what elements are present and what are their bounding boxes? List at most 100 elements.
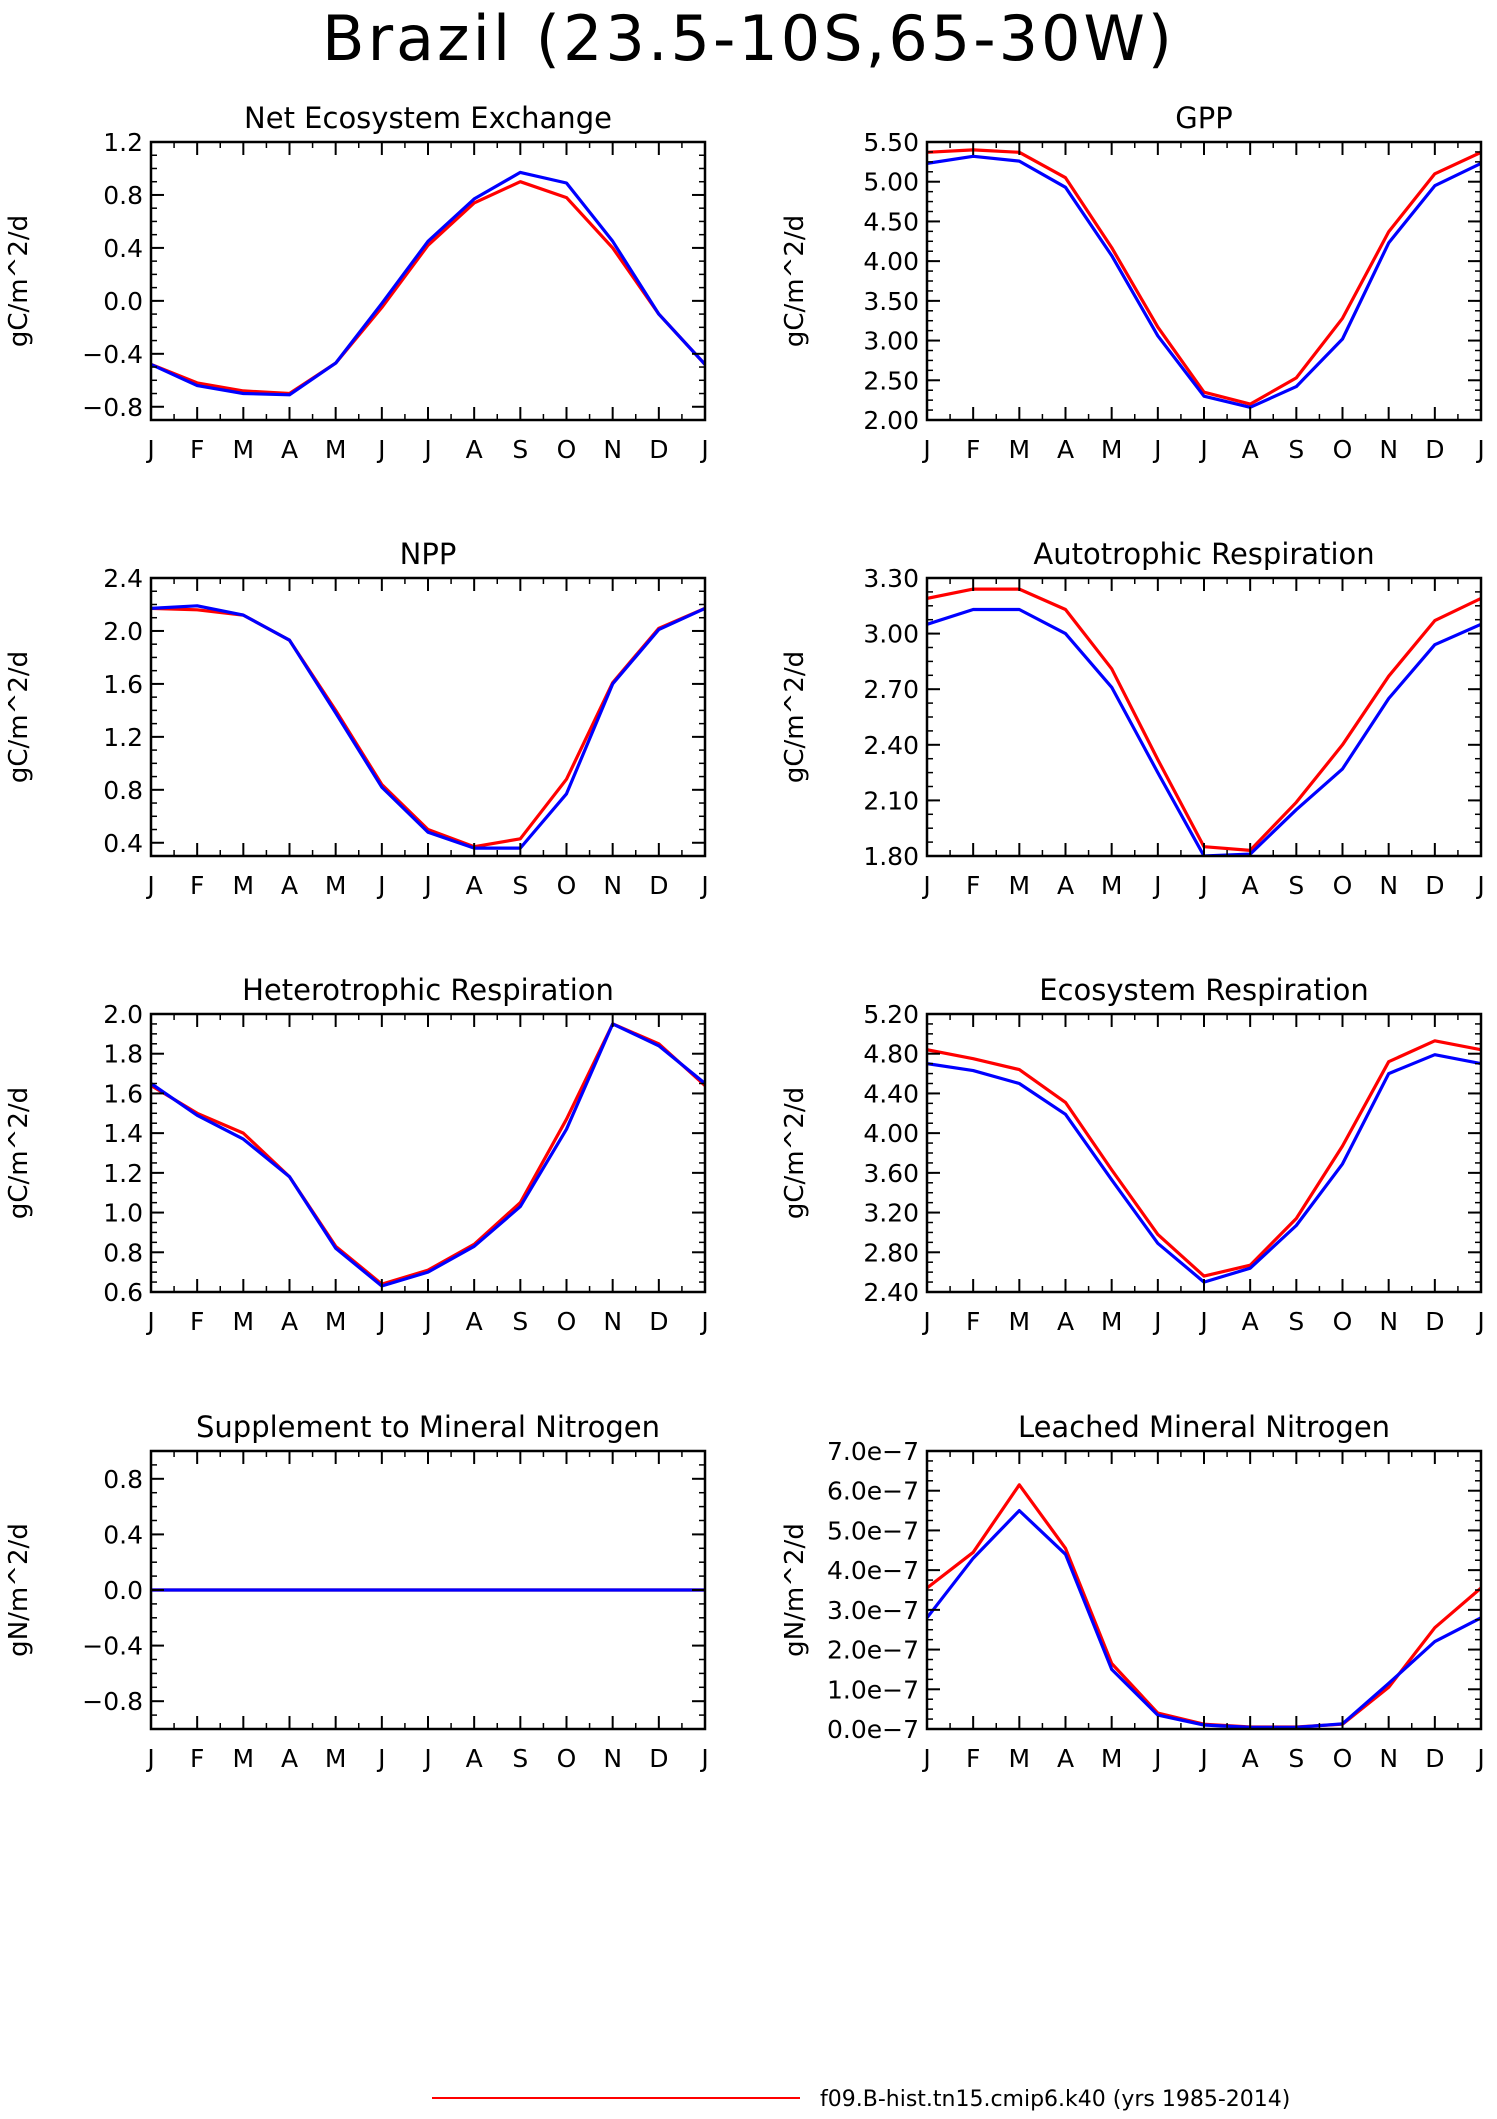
x-tick-label: O <box>557 435 577 464</box>
y-axis-label: gC/m^2/d <box>4 651 34 783</box>
x-tick-label: F <box>966 1307 980 1336</box>
x-tick-label: J <box>1475 435 1484 464</box>
panel-7: Supplement to Mineral Nitrogen gN/m^2/d J F… <box>4 1410 709 1773</box>
y-tick-label: 5.0e−7 <box>827 1516 919 1545</box>
y-tick-label: 2.40 <box>863 731 919 760</box>
y-tick-label: 0.0e−7 <box>827 1715 919 1744</box>
y-tick-label: 4.00 <box>863 1119 919 1148</box>
x-tick-label: J <box>1198 435 1207 464</box>
panel-title: Leached Mineral Nitrogen <box>1018 1410 1390 1444</box>
x-tick-label: D <box>1425 435 1444 464</box>
y-tick-label: 1.6 <box>103 1079 143 1108</box>
x-tick-label: M <box>1009 871 1031 900</box>
x-tick-label: A <box>466 1744 483 1773</box>
y-tick-label: 3.00 <box>863 620 919 649</box>
x-tick-label: D <box>1425 1307 1444 1336</box>
y-tick-label: 5.50 <box>863 128 919 157</box>
x-tick-label: M <box>233 871 255 900</box>
x-tick-label: M <box>325 435 347 464</box>
x-tick-label: A <box>281 1744 298 1773</box>
x-tick-label: M <box>1101 1744 1123 1773</box>
x-tick-label: D <box>649 871 668 900</box>
x-tick-label: J <box>921 435 930 464</box>
y-tick-label: 2.80 <box>863 1238 919 1267</box>
panel-title: GPP <box>1175 101 1232 135</box>
x-tick-label: D <box>1425 871 1444 900</box>
x-tick-label: J <box>422 435 431 464</box>
y-tick-label: −0.4 <box>82 1632 143 1661</box>
x-tick-label: M <box>233 1307 255 1336</box>
y-tick-label: 0.8 <box>103 776 143 805</box>
y-tick-label: 3.50 <box>863 287 919 316</box>
x-tick-label: J <box>145 1744 154 1773</box>
x-tick-label: M <box>325 871 347 900</box>
x-tick-label: O <box>1333 1744 1353 1773</box>
y-tick-label: 6.0e−7 <box>827 1477 919 1506</box>
x-tick-label: J <box>1475 1744 1484 1773</box>
x-tick-label: A <box>1057 1307 1074 1336</box>
panel-title: Ecosystem Respiration <box>1039 973 1369 1007</box>
x-tick-label: A <box>281 435 298 464</box>
x-tick-label: D <box>649 1307 668 1336</box>
x-tick-label: J <box>921 1307 930 1336</box>
x-tick-label: J <box>1198 1307 1207 1336</box>
x-tick-label: M <box>1009 435 1031 464</box>
y-tick-label: 0.8 <box>103 181 143 210</box>
series-line-red <box>151 180 705 396</box>
x-tick-label: N <box>1379 871 1398 900</box>
y-tick-label: 2.40 <box>863 1278 919 1307</box>
y-tick-label: 2.4 <box>103 564 143 593</box>
series-line-red <box>927 1039 1481 1278</box>
y-tick-label: 0.6 <box>103 1278 143 1307</box>
legend-label: f09.B-hist.tn15.cmip6.k40 (yrs 1985-2014… <box>820 2087 1290 2112</box>
x-tick-label: F <box>966 435 980 464</box>
y-tick-label: 0.4 <box>103 1520 143 1549</box>
x-tick-label: J <box>145 435 154 464</box>
y-tick-label: 3.0e−7 <box>827 1596 919 1625</box>
x-tick-label: F <box>190 1307 204 1336</box>
y-tick-label: 1.2 <box>103 1159 143 1188</box>
y-tick-label: 5.20 <box>863 1000 919 1029</box>
x-tick-label: J <box>1198 871 1207 900</box>
x-tick-label: S <box>512 1307 528 1336</box>
x-tick-label: A <box>1242 1744 1259 1773</box>
y-tick-label: 1.2 <box>103 723 143 752</box>
y-tick-label: 3.00 <box>863 327 919 356</box>
x-tick-label: J <box>1475 1307 1484 1336</box>
x-tick-label: S <box>512 1744 528 1773</box>
x-tick-label: F <box>966 1744 980 1773</box>
x-tick-label: J <box>699 1307 708 1336</box>
page-title: Brazil (23.5-10S,65-30W) <box>322 2 1175 75</box>
y-tick-label: 0.4 <box>103 234 143 263</box>
panel-title: Heterotrophic Respiration <box>242 973 614 1007</box>
x-tick-label: D <box>649 1744 668 1773</box>
x-tick-label: N <box>603 871 622 900</box>
y-tick-label: 3.60 <box>863 1159 919 1188</box>
y-axis-label: gC/m^2/d <box>780 215 810 347</box>
y-tick-label: 1.4 <box>103 1119 143 1148</box>
x-tick-label: S <box>1288 871 1304 900</box>
series-line-blue <box>151 170 705 397</box>
x-tick-label: J <box>422 871 431 900</box>
x-tick-label: J <box>1152 1744 1161 1773</box>
x-tick-label: O <box>1333 1307 1353 1336</box>
y-tick-label: 7.0e−7 <box>827 1437 919 1466</box>
y-tick-label: 3.20 <box>863 1199 919 1228</box>
x-tick-label: O <box>557 1744 577 1773</box>
y-tick-label: 2.0e−7 <box>827 1636 919 1665</box>
y-tick-label: 4.00 <box>863 247 919 276</box>
x-tick-label: J <box>145 871 154 900</box>
x-tick-label: M <box>1009 1307 1031 1336</box>
x-tick-label: O <box>557 1307 577 1336</box>
x-tick-label: F <box>190 435 204 464</box>
x-tick-label: A <box>1057 435 1074 464</box>
y-tick-label: 3.30 <box>863 564 919 593</box>
y-axis-label: gC/m^2/d <box>780 651 810 783</box>
